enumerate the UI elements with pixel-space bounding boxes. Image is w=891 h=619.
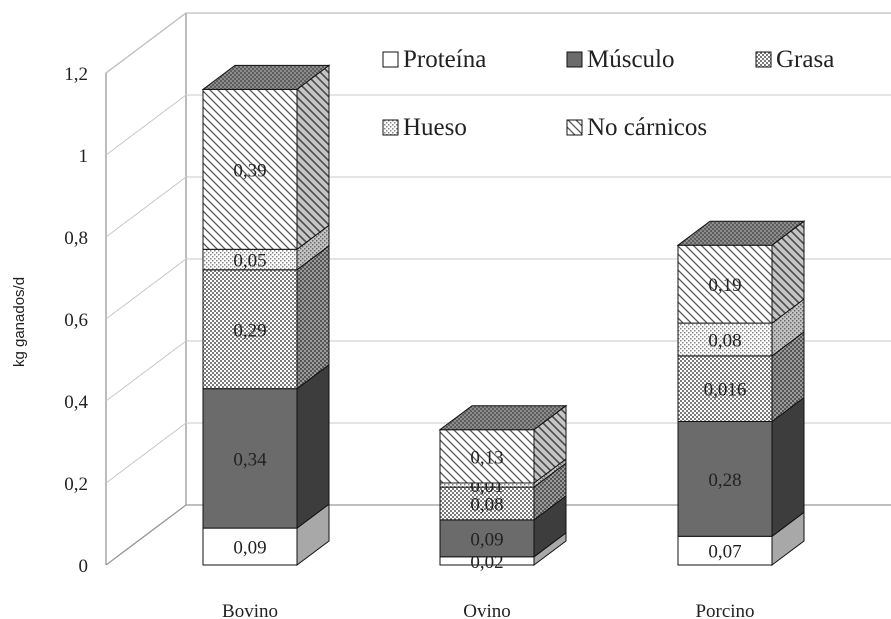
category-label-bovino: Bovino bbox=[222, 601, 278, 619]
y-tick-label: 0,4 bbox=[64, 392, 88, 413]
gridline bbox=[105, 12, 891, 74]
bar-segment-bovino-no-carnicos bbox=[202, 88, 298, 250]
data-label-bovino-musculo: 0,34 bbox=[233, 449, 267, 470]
bar-segment-bovino-musculo bbox=[202, 388, 298, 529]
bar-segment-ovino-no-carnicos bbox=[439, 429, 535, 484]
data-label-ovino-grasa: 0,08 bbox=[470, 495, 503, 516]
legend-label-no-carnicos: No cárnicos bbox=[587, 114, 707, 141]
y-tick-label: 0,2 bbox=[64, 474, 88, 495]
data-label-bovino-grasa: 0,29 bbox=[233, 320, 266, 341]
y-axis-tick-labels: 0 0,2 0,4 0,6 0,8 1 1,2 bbox=[64, 64, 88, 577]
legend-swatch-musculo bbox=[566, 51, 583, 68]
bars: 0,090,340,290,050,390,020,090,080,010,13… bbox=[201, 64, 806, 573]
legend-item-proteina: Proteína bbox=[382, 46, 486, 73]
data-label-ovino-musculo: 0,09 bbox=[470, 529, 503, 550]
y-tick-label: 0,6 bbox=[64, 310, 88, 331]
legend-item-grasa: Grasa bbox=[755, 46, 834, 73]
gridline bbox=[105, 94, 891, 156]
data-label-porcino-hueso: 0,08 bbox=[708, 331, 741, 352]
data-label-porcino-no-carnicos: 0,19 bbox=[708, 275, 741, 296]
legend-swatch-proteina bbox=[382, 51, 399, 68]
data-label-bovino-hueso: 0,05 bbox=[233, 251, 266, 272]
legend-swatch-no-carnicos bbox=[566, 119, 583, 136]
y-axis-label: kg ganados/d bbox=[11, 277, 28, 367]
legend-swatch-grasa bbox=[755, 51, 772, 68]
legend-label-proteina: Proteína bbox=[403, 46, 486, 73]
bar-top-porcino bbox=[676, 220, 806, 246]
bar-segment-bovino-proteina bbox=[202, 527, 298, 566]
gridline bbox=[105, 340, 891, 402]
bar-segment-porcino-hueso bbox=[677, 322, 773, 357]
bar-segment-porcino-proteina bbox=[677, 535, 773, 566]
floor-edge bbox=[105, 504, 891, 566]
bar-segment-porcino-no-carnicos bbox=[677, 244, 773, 324]
gridlines bbox=[105, 12, 891, 484]
category-label-ovino: Ovino bbox=[463, 601, 511, 619]
x-axis-category-labels: Bovino Ovino Porcino bbox=[222, 601, 755, 619]
legend-label-grasa: Grasa bbox=[776, 46, 834, 73]
y-tick-label: 0 bbox=[79, 556, 89, 577]
bar-segment-porcino-musculo bbox=[677, 421, 773, 537]
bar-segment-bovino-grasa bbox=[202, 269, 298, 390]
y-tick-label: 0,8 bbox=[64, 228, 88, 249]
legend-item-musculo: Músculo bbox=[566, 46, 675, 73]
gridline bbox=[105, 422, 891, 484]
data-label-porcino-grasa: 0,016 bbox=[704, 380, 747, 401]
bar-segment-ovino-musculo bbox=[439, 519, 535, 558]
bar-segment-bovino-musculo-side bbox=[296, 363, 330, 530]
bar-top-bovino bbox=[201, 64, 331, 90]
data-label-bovino-proteina: 0,09 bbox=[233, 538, 266, 559]
gridline bbox=[105, 258, 891, 320]
data-label-ovino-no-carnicos: 0,13 bbox=[470, 447, 503, 468]
data-label-porcino-musculo: 0,28 bbox=[708, 470, 741, 491]
data-label-bovino-no-carnicos: 0,39 bbox=[233, 160, 266, 181]
category-label-porcino: Porcino bbox=[695, 601, 754, 619]
legend-label-musculo: Músculo bbox=[587, 46, 675, 73]
legend-item-no-carnicos: No cárnicos bbox=[566, 114, 707, 141]
data-label-porcino-proteina: 0,07 bbox=[708, 542, 741, 563]
legend-label-hueso: Hueso bbox=[403, 114, 467, 141]
gridline bbox=[105, 176, 891, 238]
bar-porcino: 0,07 0,28 0,016 0,08 0,19 bbox=[676, 220, 806, 566]
bar-segment-bovino-no-carnicos-side bbox=[296, 64, 330, 251]
bar-ovino: 0,020,090,080,010,13 bbox=[438, 404, 568, 573]
bar-top-ovino bbox=[438, 405, 568, 431]
bar-segment-ovino-grasa bbox=[439, 486, 535, 521]
y-tick-label: 1 bbox=[79, 146, 89, 167]
legend: Proteína Músculo Grasa Hueso No cárnicos bbox=[382, 46, 834, 141]
y-tick-label: 1,2 bbox=[64, 64, 88, 85]
legend-swatch-hueso bbox=[382, 119, 399, 136]
legend-item-hueso: Hueso bbox=[382, 114, 467, 141]
bar-segment-porcino-grasa bbox=[677, 355, 773, 422]
bar-segment-bovino-grasa-side bbox=[296, 244, 330, 390]
bar-bovino: 0,09 0,34 0,29 0,05 0,39 bbox=[201, 64, 331, 566]
